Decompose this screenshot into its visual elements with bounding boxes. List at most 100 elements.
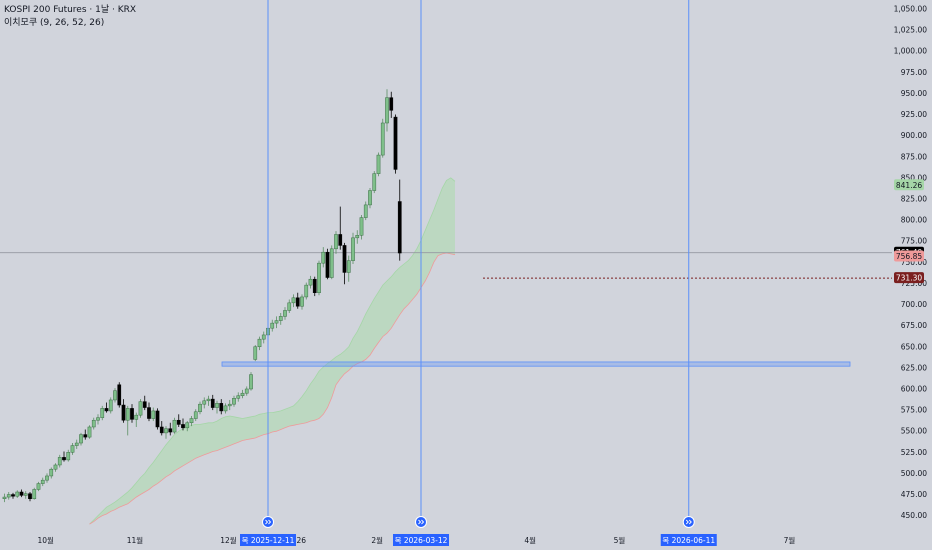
candle bbox=[372, 171, 377, 194]
level-lines bbox=[0, 252, 892, 279]
candle bbox=[249, 372, 253, 391]
candle-body bbox=[300, 296, 304, 307]
y-tick-label: 625.00 bbox=[901, 363, 927, 372]
candle-body bbox=[244, 388, 249, 394]
price-label-text: 731.30 bbox=[896, 274, 922, 283]
candle-body bbox=[113, 390, 117, 401]
vertical-line-marker bbox=[262, 516, 274, 528]
candle bbox=[87, 425, 92, 439]
date-badge: 목 2026-03-12 bbox=[393, 534, 449, 546]
candle-body bbox=[249, 374, 253, 390]
candle bbox=[227, 399, 232, 411]
candle bbox=[121, 399, 126, 423]
candle bbox=[19, 489, 24, 498]
vertical-line-marker bbox=[415, 516, 427, 528]
candle bbox=[117, 382, 122, 408]
date-badge-bg bbox=[240, 534, 296, 546]
candle bbox=[28, 491, 32, 502]
candle bbox=[202, 397, 207, 409]
candle-body bbox=[334, 234, 338, 250]
candle bbox=[359, 215, 364, 240]
candle-body bbox=[393, 116, 398, 170]
candle-body bbox=[125, 408, 130, 421]
candle bbox=[393, 114, 398, 174]
support-zone-group bbox=[221, 361, 851, 367]
candle-body bbox=[312, 278, 317, 293]
y-tick-label: 475.00 bbox=[901, 490, 927, 499]
candle bbox=[185, 421, 190, 432]
candle bbox=[176, 414, 181, 427]
candle-body bbox=[287, 302, 292, 311]
candle bbox=[104, 402, 109, 413]
candle bbox=[206, 395, 211, 406]
y-tick-label: 975.00 bbox=[901, 68, 927, 77]
candle bbox=[62, 451, 66, 462]
candle-body bbox=[53, 464, 58, 470]
candle bbox=[147, 402, 151, 422]
candle bbox=[45, 473, 49, 483]
indicator-label[interactable]: 이치모쿠 (9, 26, 52, 26) bbox=[4, 18, 105, 28]
candle-body bbox=[359, 217, 364, 236]
y-tick-label: 700.00 bbox=[901, 300, 927, 309]
y-tick-label: 850.00 bbox=[901, 173, 927, 182]
candle-body bbox=[380, 122, 385, 156]
candle-body bbox=[74, 442, 79, 446]
y-tick-label: 1,050.00 bbox=[894, 5, 928, 14]
candle bbox=[96, 414, 100, 425]
candle-body bbox=[138, 401, 143, 416]
candle-body bbox=[368, 190, 372, 206]
candle bbox=[300, 294, 304, 310]
ichimoku-cloud bbox=[89, 177, 456, 525]
vertical-line-marker bbox=[682, 516, 695, 528]
candle-body bbox=[185, 422, 190, 429]
candle bbox=[172, 417, 177, 434]
y-tick-label: 550.00 bbox=[901, 427, 927, 436]
double-chevron-icon bbox=[265, 519, 272, 525]
candle bbox=[334, 231, 338, 254]
candle-body bbox=[142, 401, 147, 408]
candle-body bbox=[198, 403, 202, 413]
vertical-lines bbox=[262, 0, 695, 528]
symbol-title[interactable]: KOSPI 200 Futures · 1날 · KRX bbox=[4, 5, 137, 15]
candle bbox=[351, 232, 355, 265]
x-tick-label: 5월 bbox=[614, 535, 626, 545]
candle-body bbox=[83, 434, 88, 438]
y-tick-label: 500.00 bbox=[901, 469, 927, 478]
support-zone bbox=[221, 361, 851, 367]
date-badge-label: 목 2025-12-11 bbox=[242, 536, 295, 545]
candle-body bbox=[253, 346, 258, 360]
date-badge-bg bbox=[660, 534, 717, 546]
candle bbox=[138, 399, 143, 418]
candle-body bbox=[6, 494, 11, 498]
candle-body bbox=[49, 468, 54, 477]
candle bbox=[108, 397, 113, 414]
candle-body bbox=[155, 410, 160, 428]
candle bbox=[74, 439, 79, 449]
candle bbox=[257, 336, 262, 351]
candle-body bbox=[304, 284, 309, 298]
candle-body bbox=[23, 493, 28, 496]
candle bbox=[321, 247, 326, 268]
candle-body bbox=[397, 201, 402, 254]
candle-body bbox=[291, 297, 296, 304]
candle bbox=[223, 403, 228, 414]
candle bbox=[193, 409, 198, 422]
candle-body bbox=[172, 419, 177, 433]
candle-body bbox=[389, 97, 394, 111]
candle bbox=[278, 312, 283, 325]
candle bbox=[253, 345, 258, 362]
cloud-fill bbox=[89, 177, 455, 525]
candle bbox=[151, 407, 156, 422]
double-chevron-icon bbox=[685, 519, 692, 525]
candle bbox=[261, 331, 266, 344]
candle-body bbox=[164, 428, 168, 434]
candle-body bbox=[87, 426, 92, 438]
candle-body bbox=[308, 278, 313, 286]
candle-body bbox=[202, 400, 207, 405]
x-tick-label: 12월 bbox=[220, 535, 237, 545]
candle bbox=[70, 443, 75, 455]
price-label-bg bbox=[894, 272, 924, 284]
candle bbox=[125, 405, 130, 436]
